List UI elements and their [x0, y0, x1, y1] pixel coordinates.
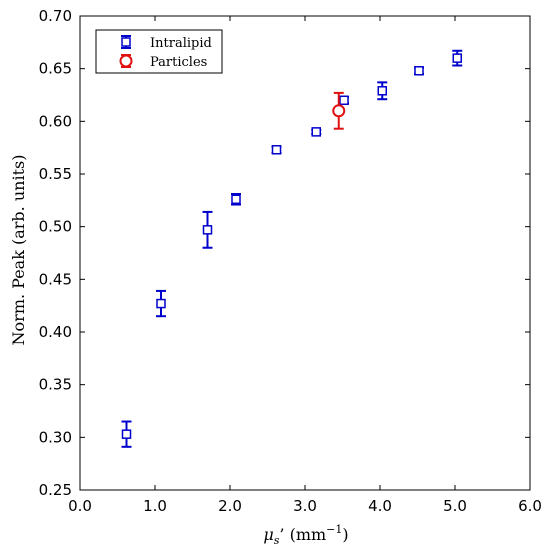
y-tick-label: 0.25: [39, 481, 72, 499]
legend-marker: [121, 37, 131, 47]
series-intralipid: [121, 49, 463, 448]
series-particles: [332, 91, 346, 130]
data-point: [452, 53, 462, 63]
data-point: [231, 194, 241, 205]
y-tick-label: 0.30: [39, 428, 72, 446]
data-point: [156, 298, 166, 309]
x-tick-label: 6.0: [518, 497, 542, 515]
x-tick-label: 4.0: [368, 497, 392, 515]
x-tick-label: 1.0: [143, 497, 167, 515]
legend-marker: [119, 54, 133, 68]
legend-label: Particles: [150, 55, 207, 70]
y-tick-label: 0.70: [39, 7, 72, 25]
y-axis-title: Norm. Peak (arb. units): [9, 155, 28, 346]
x-axis-title-close: ): [342, 525, 348, 544]
data-point: [121, 429, 132, 439]
y-tick-label: 0.60: [39, 112, 72, 130]
y-tick-label: 0.35: [39, 376, 72, 394]
series-layer: [121, 49, 463, 448]
y-axis-ticks: 0.25 0.30 0.35 0.40 0.45 0.50 0.55 0.60 0.65 0.70: [39, 7, 530, 499]
data-point: [377, 86, 387, 96]
data-point: [202, 225, 213, 235]
y-tick-label: 0.40: [39, 323, 72, 341]
y-tick-label: 0.45: [39, 270, 72, 288]
x-axis-ticks: 0.0 1.0 2.0 3.0 4.0 5.0 6.0: [68, 16, 542, 515]
x-axis-title-exponent: −1: [326, 523, 342, 536]
x-axis-title-mu: μ: [263, 525, 273, 544]
x-axis-title-subscript: s: [274, 534, 280, 547]
data-point: [332, 104, 346, 118]
data-point: [414, 66, 424, 76]
data-point: [311, 127, 321, 137]
x-tick-label: 5.0: [443, 497, 467, 515]
x-tick-label: 3.0: [293, 497, 317, 515]
x-axis-title-unit: ’ (mm: [279, 525, 326, 544]
x-tick-label: 2.0: [218, 497, 242, 515]
data-point: [339, 95, 349, 106]
y-tick-label: 0.55: [39, 165, 72, 183]
x-axis-title: μs’ (mm−1): [263, 523, 348, 547]
legend: Intralipid Particles: [95, 29, 223, 74]
legend-box: [95, 29, 223, 74]
data-point: [271, 145, 282, 155]
legend-items: Intralipid Particles: [119, 35, 212, 70]
x-tick-label: 0.0: [68, 497, 92, 515]
y-tick-label: 0.50: [39, 218, 72, 236]
y-tick-label: 0.65: [39, 60, 72, 78]
plot-area: [79, 15, 531, 491]
legend-label: Intralipid: [150, 36, 212, 51]
plot-frame: [79, 15, 531, 491]
